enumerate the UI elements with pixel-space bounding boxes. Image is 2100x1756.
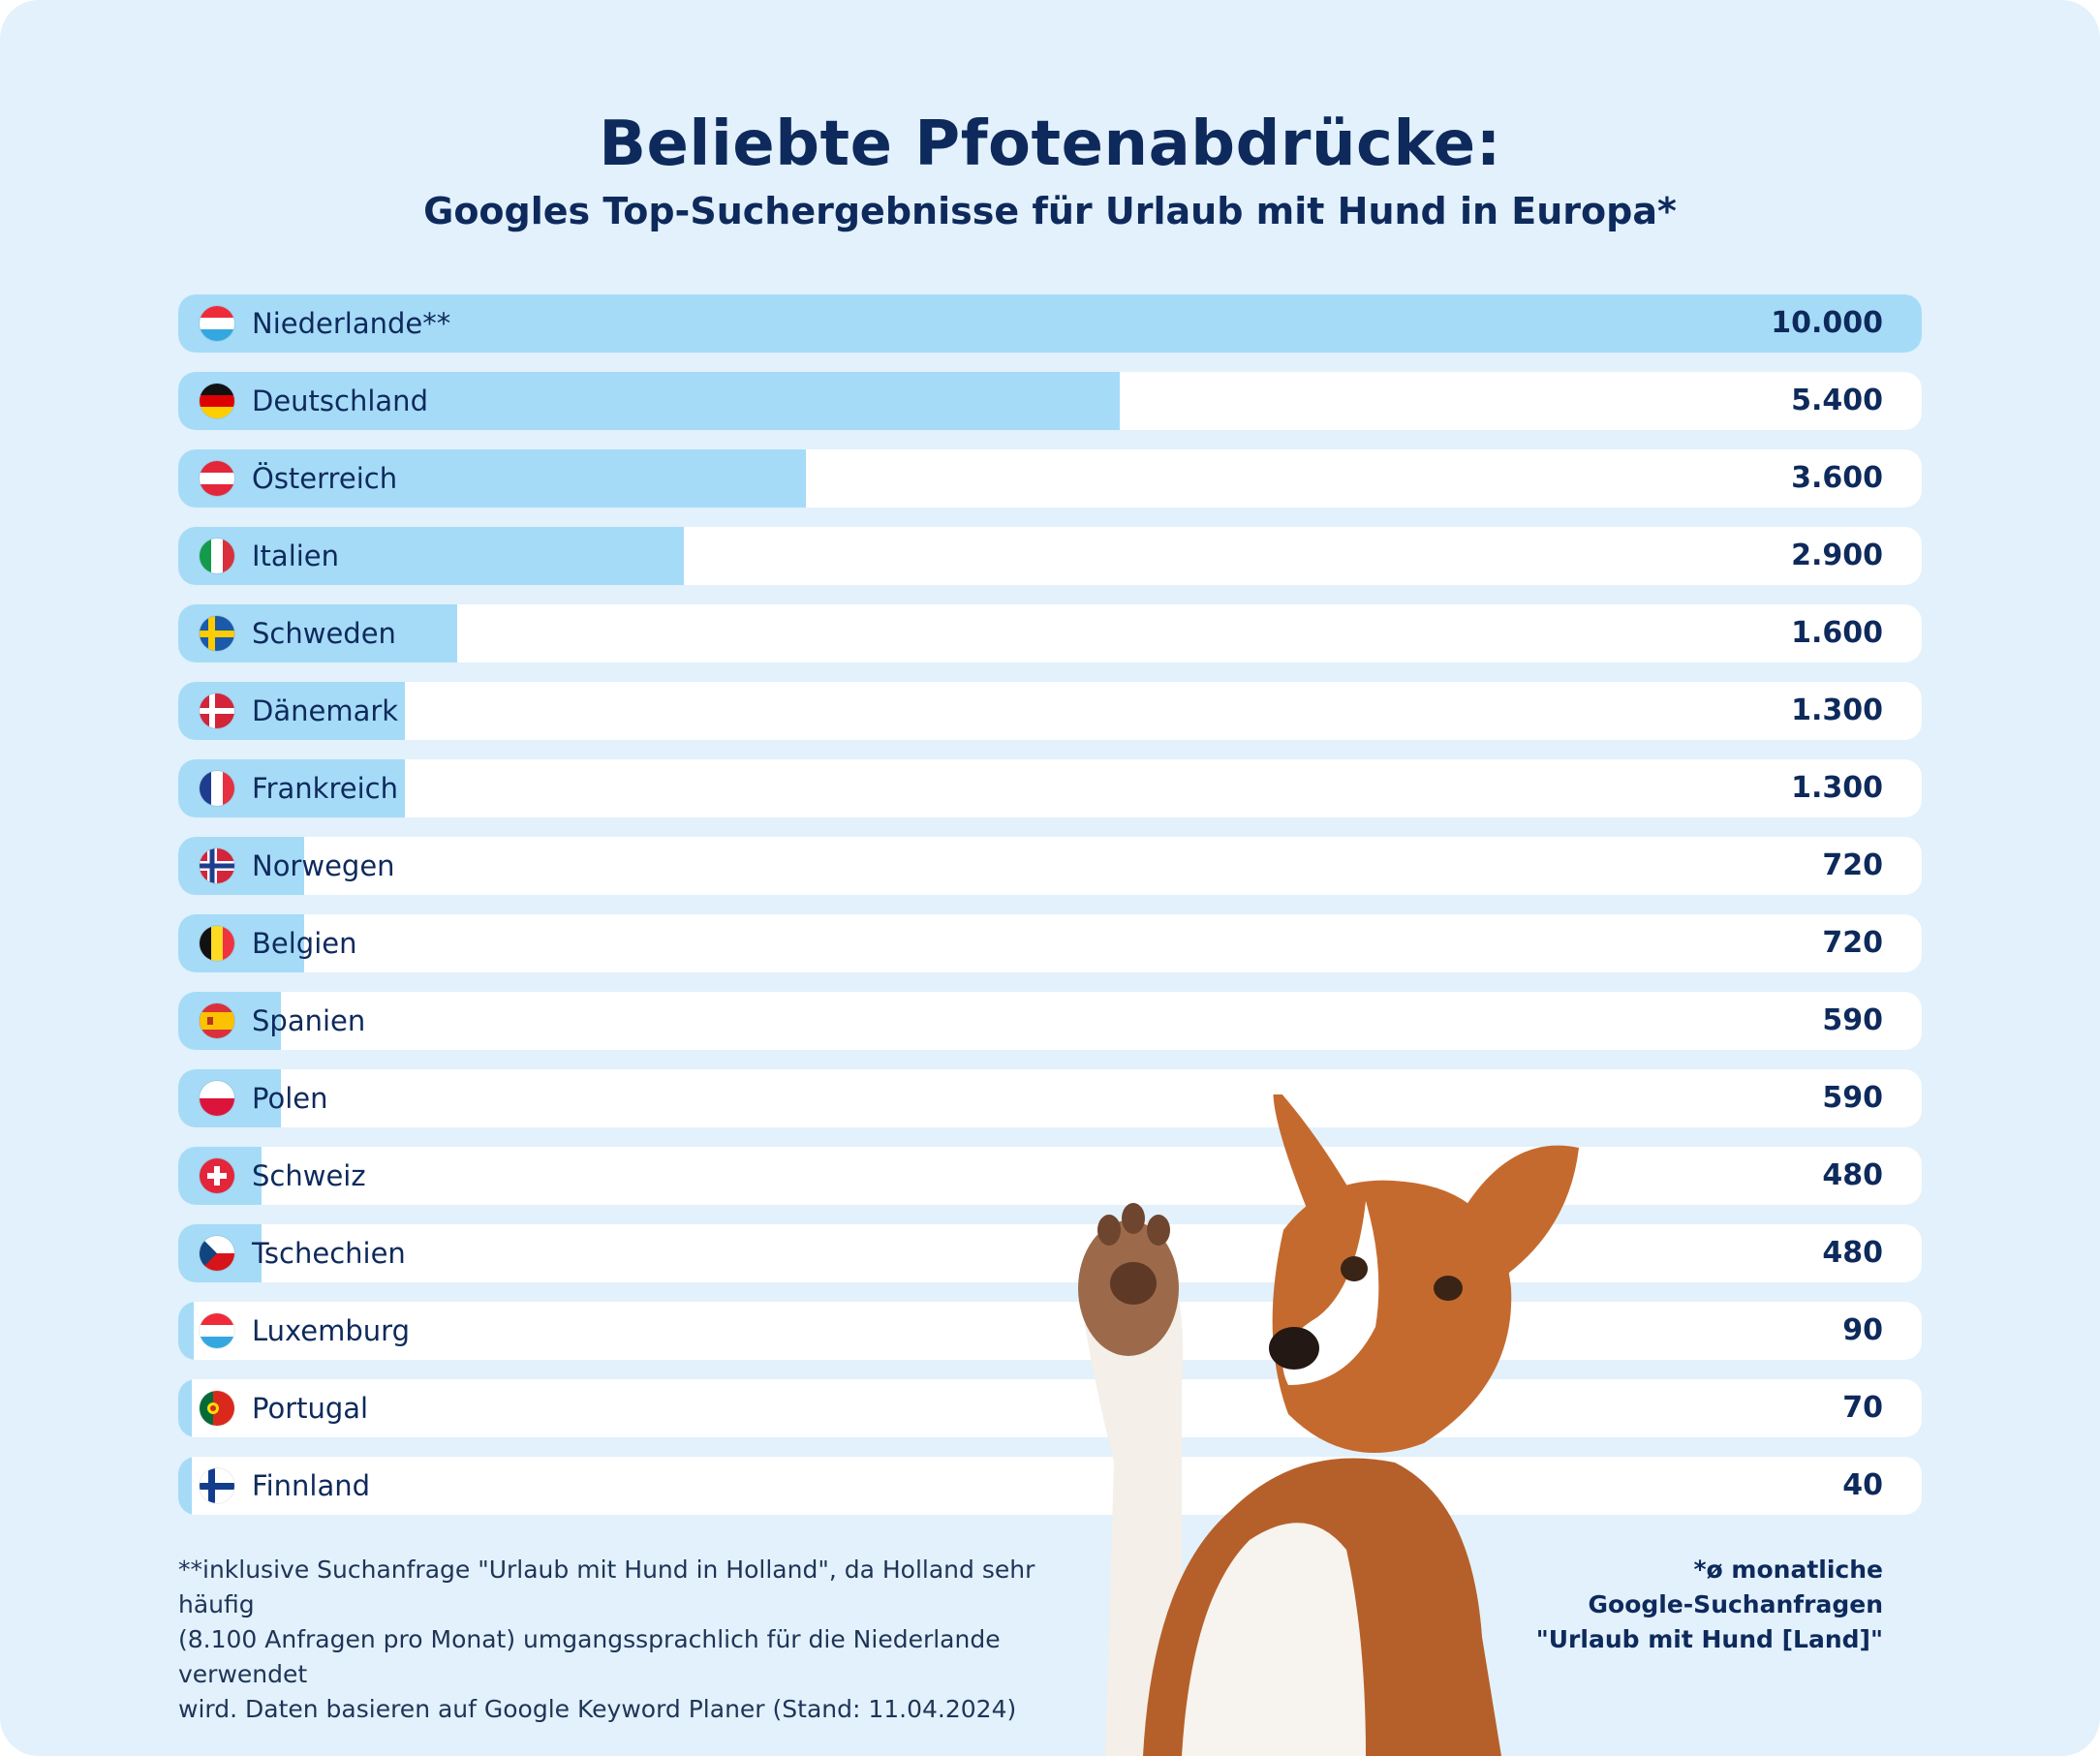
flag-belgien-icon (200, 926, 234, 961)
category-label: Tschechien (252, 1237, 406, 1270)
category-label: Schweiz (252, 1159, 366, 1192)
chart-subtitle: Googles Top-Suchergebnisse für Urlaub mi… (423, 190, 1677, 232)
bar-row: Schweden 1.600 (178, 604, 1922, 662)
value-label: 480 (1822, 1158, 1883, 1192)
value-label: 590 (1822, 1003, 1883, 1037)
chart-title: Beliebte Pfotenabdrücke: (599, 108, 1501, 180)
footnote-line: **inklusive Suchanfrage "Urlaub mit Hund… (178, 1556, 1035, 1618)
flag-portugal-icon (200, 1391, 234, 1426)
dog-raising-paw-photo (1078, 1094, 1579, 1756)
value-label: 10.000 (1771, 306, 1883, 340)
category-label: Belgien (252, 927, 357, 960)
flag-frankreich-icon (200, 771, 234, 806)
bar (178, 527, 684, 585)
bar (178, 1302, 195, 1360)
bar-row: Dänemark 1.300 (178, 682, 1922, 740)
source-note-line: "Urlaub mit Hund [Land]" (1535, 1625, 1883, 1653)
source-note-line: Google-Suchanfragen (1588, 1590, 1883, 1618)
category-label: Niederlande** (252, 307, 451, 340)
bar-row: Deutschland 5.400 (178, 372, 1922, 430)
value-label: 1.300 (1791, 771, 1883, 805)
footnote: **inklusive Suchanfrage "Urlaub mit Hund… (178, 1553, 1050, 1727)
category-label: Polen (252, 1082, 328, 1115)
bar (178, 1379, 192, 1437)
flag-tschechien-icon (200, 1236, 234, 1271)
value-label: 5.400 (1791, 384, 1883, 417)
value-label: 590 (1822, 1081, 1883, 1115)
bar-row: Belgien 720 (178, 914, 1922, 972)
flag-norwegen-icon (200, 848, 234, 883)
value-label: 1.600 (1791, 616, 1883, 650)
bar (178, 1457, 192, 1515)
bar-row: Spanien 590 (178, 992, 1922, 1050)
bar-row: Finnland 40 (178, 1457, 1922, 1515)
bar-row: Norwegen 720 (178, 837, 1922, 895)
flag-deutschland-icon (200, 384, 234, 418)
category-label: Luxemburg (252, 1314, 410, 1347)
category-label: Spanien (252, 1004, 366, 1037)
value-label: 720 (1822, 926, 1883, 960)
flag-schweden-icon (200, 616, 234, 651)
bar-row: Schweiz 480 (178, 1147, 1922, 1205)
bar-row: Tschechien 480 (178, 1224, 1922, 1282)
bar (178, 449, 806, 508)
flag-italien-icon (200, 539, 234, 573)
category-label: Deutschland (252, 385, 428, 417)
category-label: Portugal (252, 1392, 369, 1425)
flag-polen-icon (200, 1081, 234, 1116)
category-label: Dänemark (252, 694, 399, 727)
footnote-line: wird. Daten basieren auf Google Keyword … (178, 1695, 1017, 1723)
category-label: Schweden (252, 617, 396, 650)
value-label: 40 (1842, 1468, 1883, 1502)
bar-row: Luxemburg 90 (178, 1302, 1922, 1360)
category-label: Italien (252, 539, 340, 572)
category-label: Frankreich (252, 772, 398, 805)
bar-row: Österreich 3.600 (178, 449, 1922, 508)
value-label: 2.900 (1791, 539, 1883, 572)
value-label: 480 (1822, 1236, 1883, 1270)
footnote-line: (8.100 Anfragen pro Monat) umgangssprach… (178, 1625, 1001, 1688)
flag-daenemark-icon (200, 693, 234, 728)
bar-row: Niederlande** 10.000 (178, 294, 1922, 353)
value-label: 1.300 (1791, 693, 1883, 727)
flag-niederlande-icon (200, 306, 234, 341)
bar-row: Polen 590 (178, 1069, 1922, 1127)
source-note: *ø monatliche Google-Suchanfragen "Urlau… (1476, 1553, 1883, 1657)
bar (178, 294, 1922, 353)
value-label: 3.600 (1791, 461, 1883, 495)
value-label: 90 (1842, 1313, 1883, 1347)
flag-schweiz-icon (200, 1158, 234, 1193)
flag-luxemburg-icon (200, 1313, 234, 1348)
flag-spanien-icon (200, 1003, 234, 1038)
bar-row: Portugal 70 (178, 1379, 1922, 1437)
source-note-line: *ø monatliche (1693, 1556, 1883, 1584)
bar-row: Frankreich 1.300 (178, 759, 1922, 817)
category-label: Finnland (252, 1469, 371, 1502)
bar (178, 372, 1120, 430)
flag-finnland-icon (200, 1468, 234, 1503)
bar (178, 837, 304, 895)
category-label: Norwegen (252, 849, 395, 882)
value-label: 720 (1822, 848, 1883, 882)
flag-oesterreich-icon (200, 461, 234, 496)
category-label: Österreich (252, 462, 398, 495)
bar (178, 914, 304, 972)
value-label: 70 (1842, 1391, 1883, 1425)
bar-row: Italien 2.900 (178, 527, 1922, 585)
